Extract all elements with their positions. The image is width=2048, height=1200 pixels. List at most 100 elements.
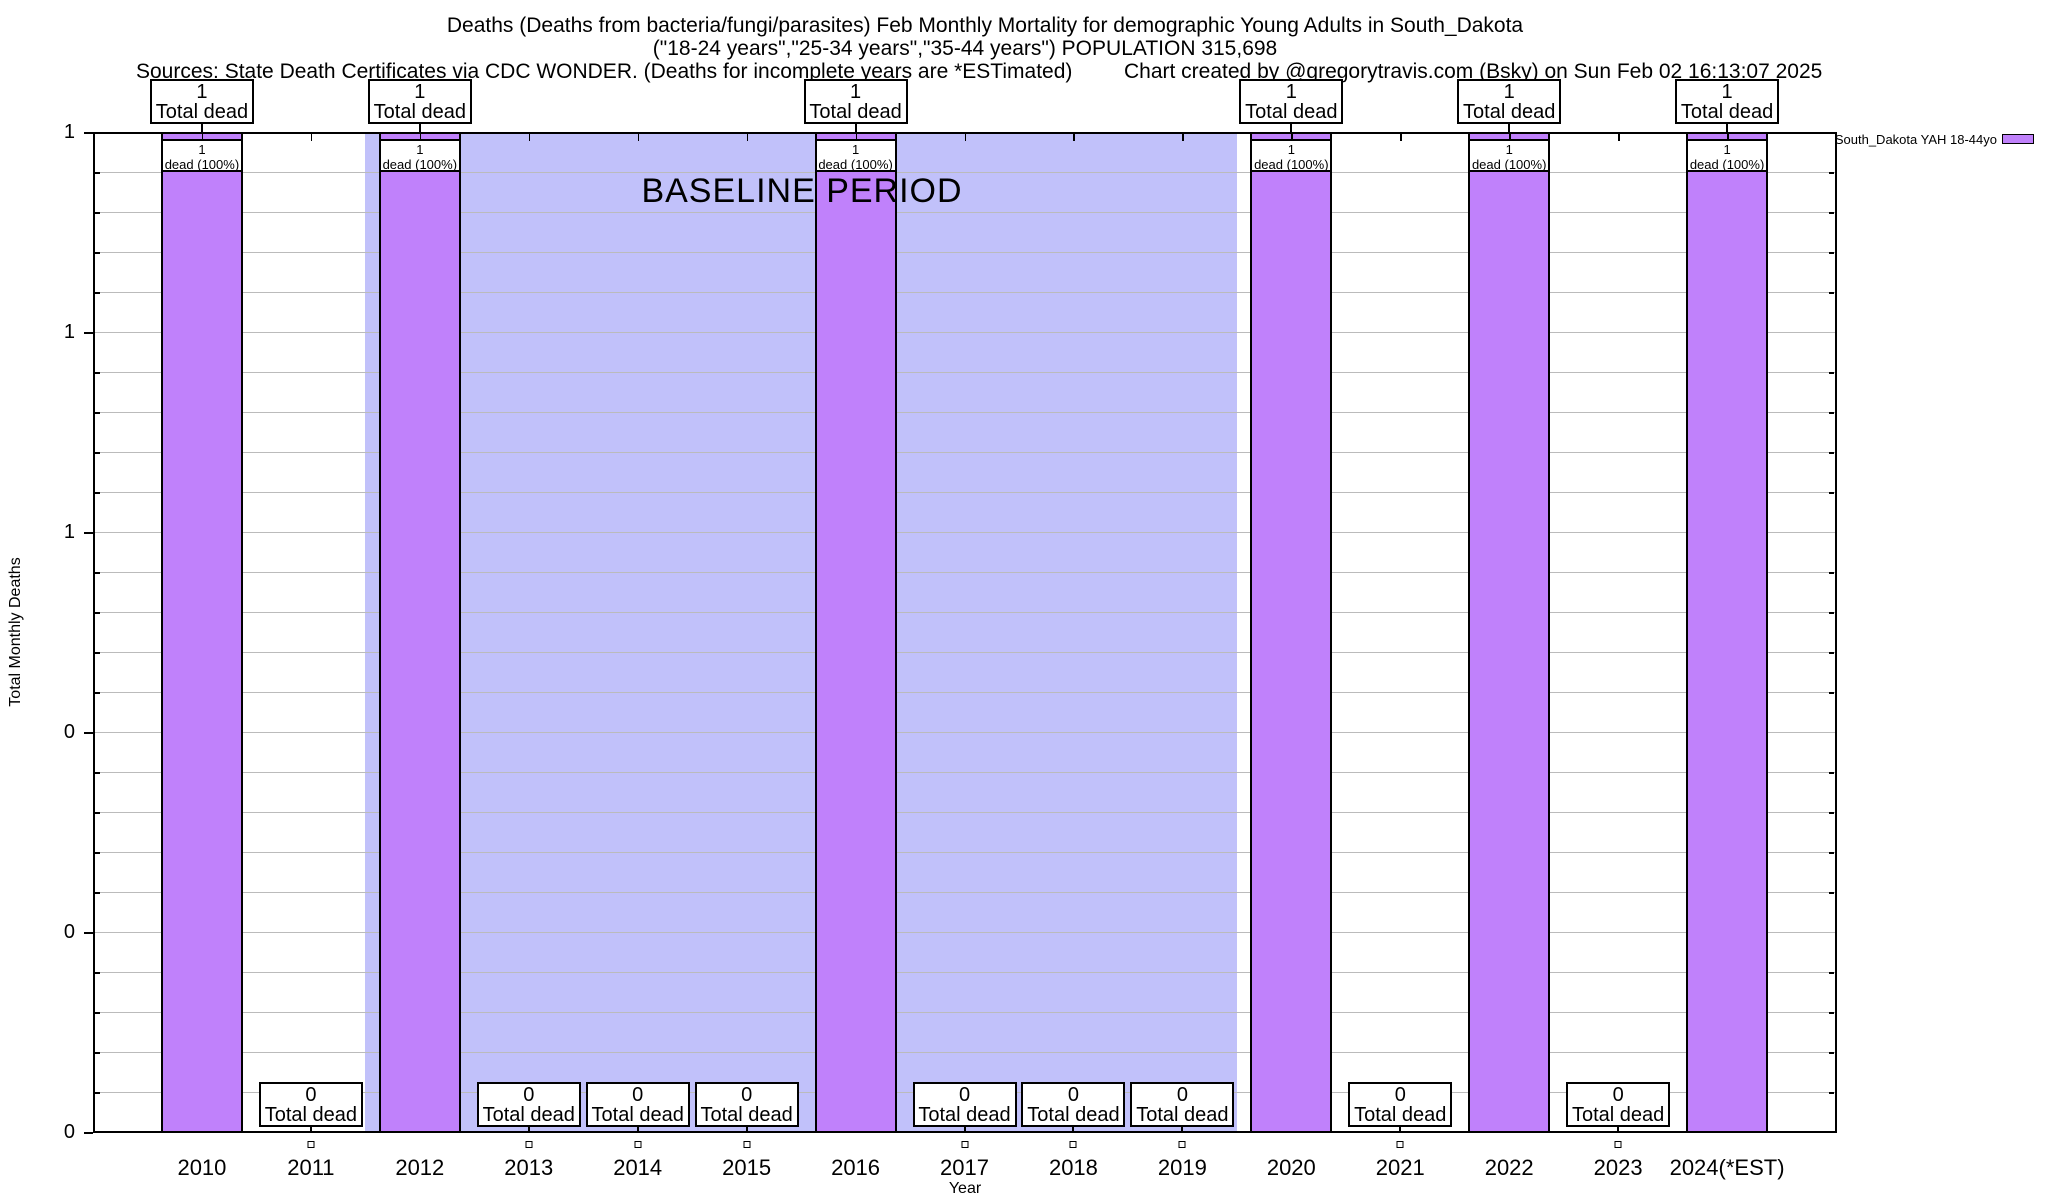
y-gridline	[93, 1012, 1836, 1013]
chart-title-line1: Deaths (Deaths from bacteria/fungi/paras…	[446, 14, 1524, 37]
x-tick-label: 2018	[1048, 1155, 1098, 1180]
y-minor-tick	[95, 412, 100, 414]
zero-label-box: 0 Total dead	[912, 1082, 1017, 1127]
zero-leader-line	[1617, 1127, 1620, 1132]
bar	[378, 132, 461, 1132]
zero-label-count: 0	[1394, 1084, 1406, 1106]
zero-leader-line	[527, 1127, 530, 1132]
y-minor-tick	[1829, 212, 1834, 214]
y-minor-tick	[1829, 292, 1834, 294]
zero-label-box: 0 Total dead	[1130, 1082, 1235, 1127]
y-minor-tick	[95, 612, 100, 614]
bar	[1250, 132, 1333, 1132]
y-minor-tick	[95, 252, 100, 254]
bar-top-label-box: 1 Total dead	[1239, 79, 1344, 124]
top-axis-tick	[1727, 134, 1729, 141]
chart-sources-note: Sources: State Death Certificates via CD…	[136, 60, 1073, 83]
bar-top-leader-line	[1508, 124, 1511, 132]
bar	[1686, 132, 1769, 1132]
zero-label-text: Total dead	[1354, 1104, 1447, 1126]
bar-top-label-box: 1 Total dead	[1675, 79, 1780, 124]
y-minor-tick	[1829, 692, 1834, 694]
zero-label-text: Total dead	[482, 1104, 575, 1126]
y-major-tick	[84, 532, 93, 534]
y-tick-label: 1	[63, 321, 75, 343]
y-gridline	[93, 452, 1836, 453]
baseline-period-label: BASELINE PERIOD	[641, 172, 963, 210]
zero-label-count: 0	[958, 1084, 971, 1106]
bar-inner-label-count: 1	[416, 142, 424, 157]
bar-top-label-text: Total dead	[1245, 101, 1338, 123]
zero-label-box: 0 Total dead	[694, 1082, 799, 1127]
y-gridline	[93, 372, 1836, 373]
x-tick-label: 2010	[177, 1155, 227, 1180]
y-minor-tick	[1829, 172, 1834, 174]
bar-top-label-count: 1	[1285, 81, 1297, 103]
bar-inner-label-count: 1	[1505, 142, 1513, 157]
zero-label-box: 0 Total dead	[1021, 1082, 1126, 1127]
y-major-tick	[84, 1132, 93, 1134]
y-minor-tick	[95, 972, 100, 974]
y-minor-tick	[95, 1092, 100, 1094]
x-axis-title: Year	[948, 1180, 982, 1197]
zero-label-box: 0 Total dead	[258, 1082, 363, 1127]
y-minor-tick	[1829, 1052, 1834, 1054]
x-tick-label: 2017	[940, 1155, 989, 1180]
top-axis-tick	[637, 134, 640, 141]
y-minor-tick	[95, 492, 100, 494]
bar-top-leader-line	[854, 124, 857, 132]
x-tick-label: 2014	[613, 1155, 663, 1180]
bar-top-label-text: Total dead	[809, 101, 902, 123]
bar-top-label-text: Total dead	[373, 101, 466, 123]
y-gridline	[93, 812, 1836, 813]
bar-top-label-count: 1	[1503, 81, 1515, 103]
y-minor-tick	[1829, 412, 1834, 414]
zero-label-text: Total dead	[1136, 1104, 1229, 1126]
y-major-tick	[84, 732, 93, 734]
bar-top-label-count: 1	[1721, 81, 1733, 103]
zero-leader-line	[963, 1127, 966, 1132]
top-axis-tick	[746, 134, 749, 141]
bar	[1468, 132, 1551, 1132]
y-minor-tick	[95, 1052, 100, 1054]
bar-inner-label-count: 1	[851, 142, 860, 157]
y-tick-label: 1	[63, 521, 75, 543]
y-minor-tick	[1829, 852, 1834, 854]
x-tick-label: 2012	[395, 1155, 445, 1180]
y-major-tick	[84, 132, 93, 134]
y-gridline	[93, 772, 1836, 773]
bar-top-leader-line	[1726, 124, 1729, 132]
y-gridline	[93, 412, 1836, 413]
bar-top-label-text: Total dead	[1680, 101, 1774, 123]
zero-label-count: 0	[1612, 1084, 1624, 1106]
x-tick-label: 2021	[1375, 1155, 1425, 1180]
x-tick-label: 2020	[1266, 1155, 1316, 1180]
y-tick-label: 0	[63, 921, 75, 943]
zero-label-box: 0 Total dead	[585, 1082, 690, 1127]
zero-label-text: Total dead	[264, 1104, 358, 1126]
y-minor-tick	[95, 652, 100, 654]
y-gridline	[93, 692, 1836, 693]
y-gridline	[93, 572, 1836, 573]
bar-top-label-count: 1	[414, 81, 426, 103]
y-gridline	[93, 252, 1836, 253]
y-minor-tick	[1829, 612, 1834, 614]
bar-top-label-count: 1	[196, 81, 208, 103]
y-gridline	[93, 852, 1836, 853]
bar-inner-label-text: dead (100%)	[818, 157, 893, 172]
baseline-band	[365, 132, 1237, 1132]
y-gridline	[93, 972, 1836, 973]
bar-top-label-text: Total dead	[155, 101, 249, 123]
bar-top-label-text: Total dead	[1463, 101, 1556, 123]
bar-inner-label-count: 1	[198, 142, 206, 157]
y-tick-label: 0	[63, 1121, 75, 1143]
x-tick-label: 2022	[1484, 1155, 1534, 1180]
y-minor-tick	[1829, 572, 1834, 574]
y-gridline	[93, 332, 1836, 333]
y-gridline	[93, 492, 1836, 493]
bar-top-leader-line	[1290, 124, 1293, 132]
zero-label-text: Total dead	[918, 1104, 1011, 1126]
y-minor-tick	[1829, 892, 1834, 894]
